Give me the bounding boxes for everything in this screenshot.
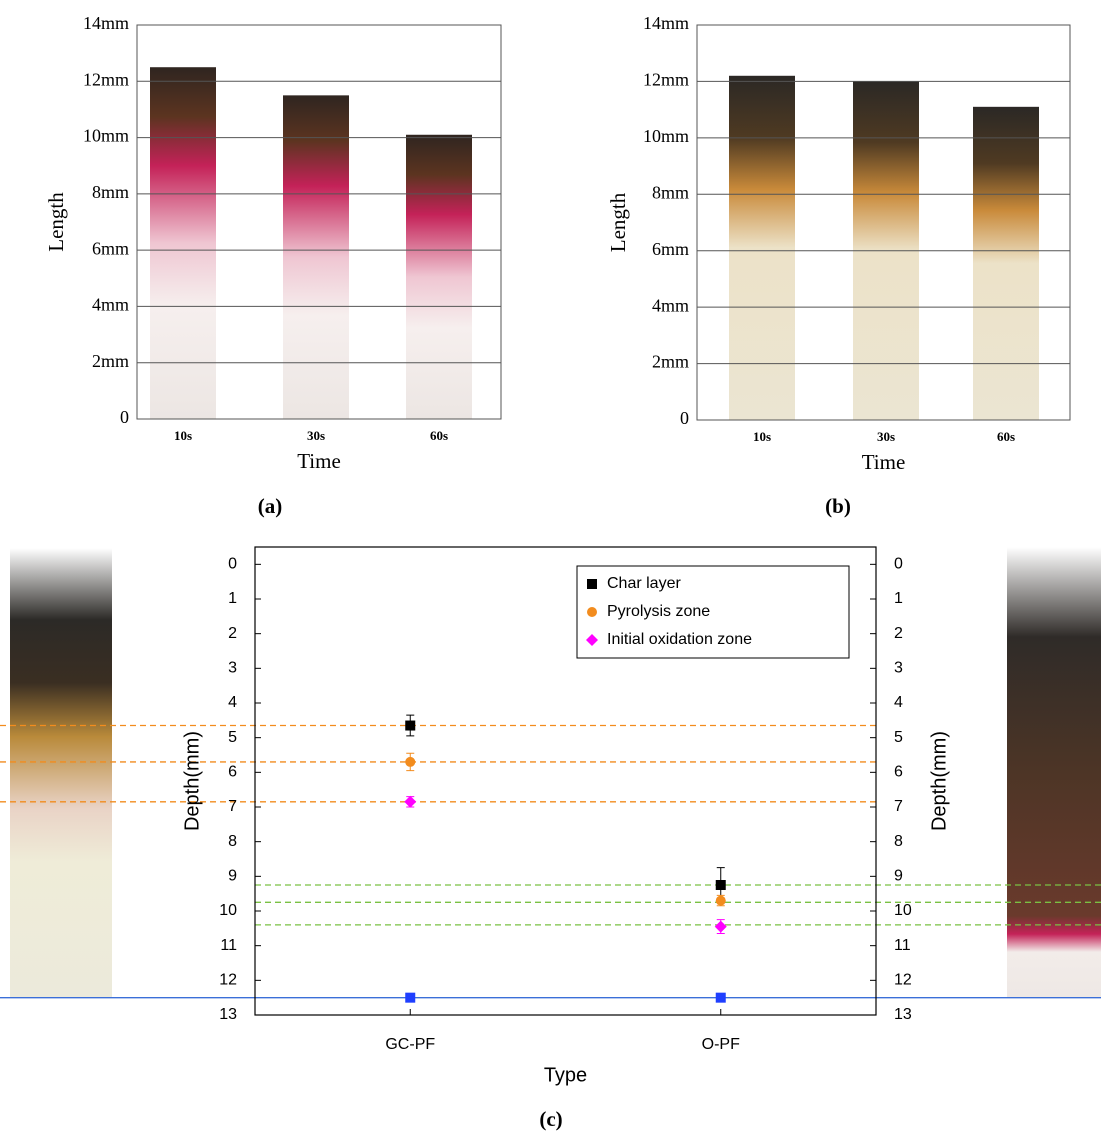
y-tick-label: 14mm [83, 13, 129, 33]
x-tick-label: 30s [877, 429, 895, 444]
legend-marker [586, 634, 598, 646]
y2-tick-label: 9 [894, 868, 903, 885]
y-tick-label: 4 [228, 694, 237, 711]
y-tick-label: 12 [219, 972, 237, 989]
y-tick-label: 10mm [643, 126, 689, 146]
y-tick-label: 1 [228, 590, 237, 607]
sample-bar [283, 95, 349, 419]
x-axis-title: Type [544, 1064, 587, 1086]
y2-tick-label: 7 [894, 798, 903, 815]
x-tick-label: GC-PF [385, 1036, 435, 1053]
legend-marker [587, 579, 597, 589]
sample-photo [1007, 547, 1101, 997]
y-tick-label: 13 [219, 1006, 237, 1023]
y-tick-label: 8mm [92, 182, 129, 202]
y2-tick-label: 12 [894, 972, 912, 989]
y-tick-label: 0 [680, 408, 689, 428]
legend-label: Initial oxidation zone [607, 631, 752, 648]
y-tick-label: 0 [228, 556, 237, 573]
y2-tick-label: 1 [894, 590, 903, 607]
x-tick-label: O-PF [702, 1036, 740, 1053]
plot-frame [136, 24, 502, 420]
y-tick-label: 5 [228, 729, 237, 746]
y-tick-label: 8 [228, 833, 237, 850]
legend-box [576, 565, 850, 659]
y2-tick-label: 13 [894, 1006, 912, 1023]
y-axis-title: Length [606, 192, 630, 252]
y2-tick-label: 2 [894, 625, 903, 642]
x-axis-title: Time [297, 449, 341, 473]
panel-label: (c) [539, 1107, 562, 1131]
y-tick-label: 9 [228, 868, 237, 885]
point [404, 795, 417, 808]
y-tick-label: 10mm [83, 126, 129, 146]
y-tick-label: 3 [228, 660, 237, 677]
y2-tick-label: 3 [894, 660, 903, 677]
plot-frame [696, 24, 1071, 421]
x-tick-label: 30s [307, 428, 325, 443]
sample-photo [10, 548, 112, 997]
y-tick-label: 2 [228, 625, 237, 642]
legend-marker [587, 607, 597, 617]
y2-tick-label: 10 [894, 902, 912, 919]
x-tick-label: 10s [753, 429, 771, 444]
sample-bar [406, 134, 472, 419]
y2-tick-label: 6 [894, 764, 903, 781]
y2-tick-label: 4 [894, 694, 903, 711]
y-tick-label: 6 [228, 764, 237, 781]
y-tick-label: 12mm [83, 69, 129, 89]
y-tick-label: 11 [220, 937, 237, 954]
x-tick-label: 10s [174, 428, 192, 443]
y-tick-label: 2mm [92, 351, 129, 371]
y-tick-label: 4mm [92, 295, 129, 315]
legend-label: Char layer [607, 575, 681, 592]
y2-axis-title: Depth(mm) [928, 731, 950, 831]
panel-label: (b) [825, 494, 851, 518]
x-tick-label: 60s [997, 429, 1015, 444]
y2-tick-label: 8 [894, 833, 903, 850]
y-axis-title: Length [44, 192, 68, 252]
point [715, 992, 726, 1003]
panel-label: (a) [258, 494, 283, 518]
y-tick-label: 6mm [652, 239, 689, 259]
y2-tick-label: 11 [894, 937, 911, 954]
y-tick-label: 2mm [652, 352, 689, 372]
y-tick-label: 4mm [652, 295, 689, 315]
sample-bar [973, 106, 1039, 421]
plot-frame [254, 546, 877, 1016]
point [405, 756, 416, 767]
y2-tick-label: 5 [894, 729, 903, 746]
x-tick-label: 60s [430, 428, 448, 443]
y-axis-title: Depth(mm) [181, 731, 203, 831]
y-tick-label: 6mm [92, 238, 129, 258]
y2-tick-label: 0 [894, 556, 903, 573]
x-axis-title: Time [862, 450, 906, 474]
y-tick-label: 8mm [652, 182, 689, 202]
y-tick-label: 7 [228, 798, 237, 815]
point [715, 880, 726, 890]
y-tick-label: 12mm [643, 70, 689, 90]
sample-bar [729, 75, 795, 421]
legend-label: Pyrolysis zone [607, 603, 710, 620]
y-tick-label: 14mm [643, 13, 689, 33]
y-tick-label: 10 [219, 902, 237, 919]
y-tick-label: 0 [120, 407, 129, 427]
sample-bar [150, 67, 216, 419]
point [715, 895, 726, 906]
point [405, 720, 416, 731]
point [405, 992, 416, 1003]
point [714, 920, 727, 933]
